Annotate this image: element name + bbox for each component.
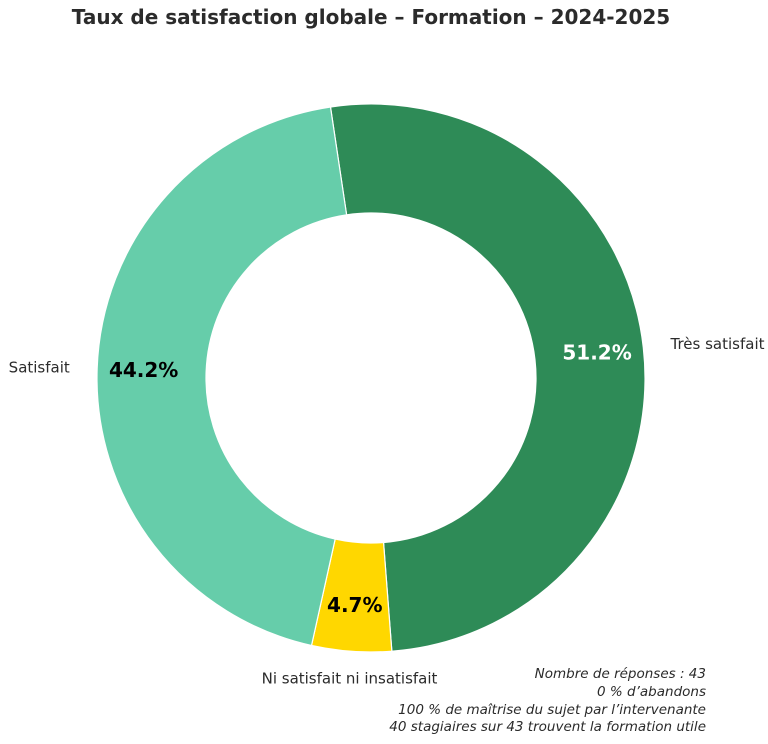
percent-label-tres-satisfait: 51.2% (562, 341, 631, 365)
percent-label-ni-satisfait-ni-insatisfait: 4.7% (327, 593, 382, 617)
category-label-ni-satisfait-ni-insatisfait: Ni satisfait ni insatisfait (262, 670, 438, 688)
note-mastery: 100 % de maîtrise du sujet par l’interve… (398, 701, 706, 718)
category-labels: Très satisfait Ni satisfait ni insatisfai… (9, 335, 765, 687)
note-usefulness: 40 stagiaires sur 43 trouvent la formati… (389, 719, 706, 736)
note-abandons: 0 % d’abandons (597, 683, 706, 700)
category-label-satisfait: Satisfait (9, 358, 70, 376)
slice-satisfait (96, 106, 348, 647)
chart-title: Taux de satisfaction globale – Formation… (72, 5, 670, 29)
category-label-tres-satisfait: Très satisfait (670, 335, 765, 353)
donut-slices (96, 103, 646, 653)
notes-block: Nombre de réponses : 43 0 % d’abandons 1… (389, 666, 706, 737)
percent-labels: 51.2% 4.7% 44.2% (109, 341, 632, 617)
note-responses: Nombre de réponses : 43 (534, 666, 706, 682)
percent-label-satisfait: 44.2% (109, 358, 178, 382)
slice-tres-satisfait (329, 103, 646, 652)
